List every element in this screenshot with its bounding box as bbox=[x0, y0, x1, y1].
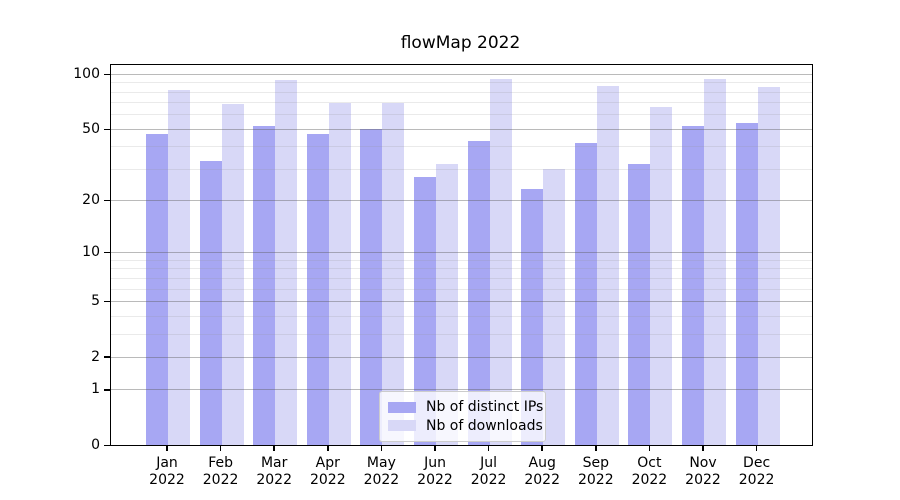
legend: Nb of distinct IPs Nb of downloads bbox=[379, 391, 546, 442]
bar-distinct-ips-dec bbox=[735, 122, 758, 445]
legend-label: Nb of distinct IPs bbox=[426, 399, 544, 415]
x-axis-tick-mark bbox=[487, 445, 490, 451]
x-axis-tick-label: Jan 2022 bbox=[149, 455, 185, 488]
minor-gridline bbox=[111, 277, 812, 279]
bar-downloads-jul bbox=[489, 78, 512, 445]
major-gridline bbox=[111, 356, 812, 358]
y-axis-tick-label: 2 bbox=[91, 348, 100, 365]
legend-item: Nb of distinct IPs bbox=[388, 399, 543, 416]
minor-gridline bbox=[111, 333, 812, 335]
bar-distinct-ips-aug bbox=[521, 189, 544, 445]
major-gridline bbox=[111, 389, 812, 391]
bar-downloads-jun bbox=[436, 163, 458, 445]
bar-distinct-ips-oct bbox=[628, 163, 651, 445]
bar-distinct-ips-jun bbox=[414, 177, 436, 445]
bar-distinct-ips-jan bbox=[146, 133, 168, 445]
legend-label: Nb of downloads bbox=[426, 417, 543, 434]
y-axis-tick-mark bbox=[104, 251, 110, 254]
minor-gridline bbox=[111, 102, 812, 104]
minor-gridline bbox=[111, 288, 812, 290]
y-axis-tick-mark bbox=[104, 356, 110, 358]
bar-distinct-ips-feb bbox=[199, 161, 222, 445]
y-axis-tick-label: 100 bbox=[73, 65, 100, 82]
bar-distinct-ips-jul bbox=[467, 140, 490, 445]
bar-distinct-ips-sep bbox=[574, 142, 597, 445]
bar-downloads-sep bbox=[596, 85, 619, 445]
bar-downloads-oct bbox=[650, 106, 673, 445]
x-axis-tick-label: Sep 2022 bbox=[577, 455, 614, 488]
x-axis-tick-label: Jun 2022 bbox=[417, 455, 453, 488]
x-axis-tick-label: Nov 2022 bbox=[685, 455, 721, 488]
y-axis-tick-mark bbox=[104, 389, 110, 391]
x-axis-tick-mark bbox=[219, 445, 222, 451]
x-axis-tick-mark bbox=[595, 445, 597, 451]
y-axis-tick-label: 20 bbox=[82, 192, 100, 209]
x-axis-tick-label: Aug 2022 bbox=[524, 455, 560, 488]
minor-gridline bbox=[111, 168, 812, 170]
legend-swatch bbox=[388, 401, 416, 413]
bar-distinct-ips-mar bbox=[253, 125, 276, 445]
x-axis-tick-mark bbox=[273, 445, 275, 451]
minor-gridline bbox=[111, 259, 812, 261]
bar-downloads-apr bbox=[328, 103, 351, 445]
minor-gridline bbox=[111, 315, 812, 317]
y-axis-tick-label: 0 bbox=[91, 437, 100, 453]
legend-item: Nb of downloads bbox=[388, 417, 543, 434]
major-gridline bbox=[111, 200, 812, 202]
bar-downloads-feb bbox=[221, 104, 244, 445]
bar-downloads-nov bbox=[704, 78, 726, 445]
minor-gridline bbox=[111, 114, 812, 116]
x-axis-tick-label: Oct 2022 bbox=[631, 455, 668, 488]
major-gridline bbox=[111, 300, 812, 302]
y-axis-tick-mark bbox=[104, 444, 110, 447]
y-axis-tick-mark bbox=[104, 300, 110, 303]
x-axis-tick-mark bbox=[702, 445, 704, 451]
x-axis-tick-label: Apr 2022 bbox=[309, 455, 346, 488]
x-axis-tick-mark bbox=[327, 445, 329, 451]
minor-gridline bbox=[111, 82, 812, 84]
x-axis-tick-mark bbox=[434, 445, 436, 451]
chart-title: flowMap 2022 bbox=[400, 33, 521, 53]
x-axis-tick-label: Jul 2022 bbox=[470, 455, 507, 488]
x-axis-tick-label: Mar 2022 bbox=[256, 455, 292, 488]
bar-downloads-jan bbox=[168, 89, 190, 445]
minor-gridline bbox=[111, 146, 812, 148]
major-gridline bbox=[111, 252, 812, 254]
y-axis-tick-label: 10 bbox=[82, 244, 100, 261]
y-axis-tick-label: 5 bbox=[91, 292, 100, 309]
bar-downloads-mar bbox=[275, 80, 298, 445]
bar-distinct-ips-nov bbox=[682, 125, 704, 445]
bar-downloads-may bbox=[382, 103, 405, 445]
x-axis-tick-mark bbox=[541, 445, 543, 451]
y-axis-tick-label: 1 bbox=[91, 381, 100, 398]
x-axis-tick-label: Feb 2022 bbox=[202, 455, 239, 488]
x-axis-tick-mark bbox=[380, 445, 383, 451]
minor-gridline bbox=[111, 268, 812, 270]
major-gridline bbox=[111, 73, 812, 75]
x-axis-tick-mark bbox=[166, 445, 168, 451]
x-axis-tick-label: May 2022 bbox=[363, 455, 400, 488]
bar-distinct-ips-apr bbox=[306, 133, 329, 445]
bar-downloads-aug bbox=[543, 168, 566, 445]
minor-gridline bbox=[111, 91, 812, 93]
major-gridline bbox=[111, 128, 812, 130]
bar-downloads-dec bbox=[757, 86, 780, 445]
y-axis-tick-mark bbox=[104, 199, 110, 202]
x-axis-tick-label: Dec 2022 bbox=[738, 455, 775, 488]
y-axis-tick-mark bbox=[104, 128, 110, 131]
x-axis-tick-mark bbox=[755, 445, 758, 451]
legend-swatch bbox=[388, 420, 416, 431]
x-axis-tick-mark bbox=[648, 445, 651, 451]
bar-distinct-ips-may bbox=[360, 128, 383, 445]
y-axis-tick-mark bbox=[104, 73, 110, 76]
plot-area bbox=[110, 64, 813, 446]
y-axis-tick-label: 50 bbox=[82, 120, 100, 137]
